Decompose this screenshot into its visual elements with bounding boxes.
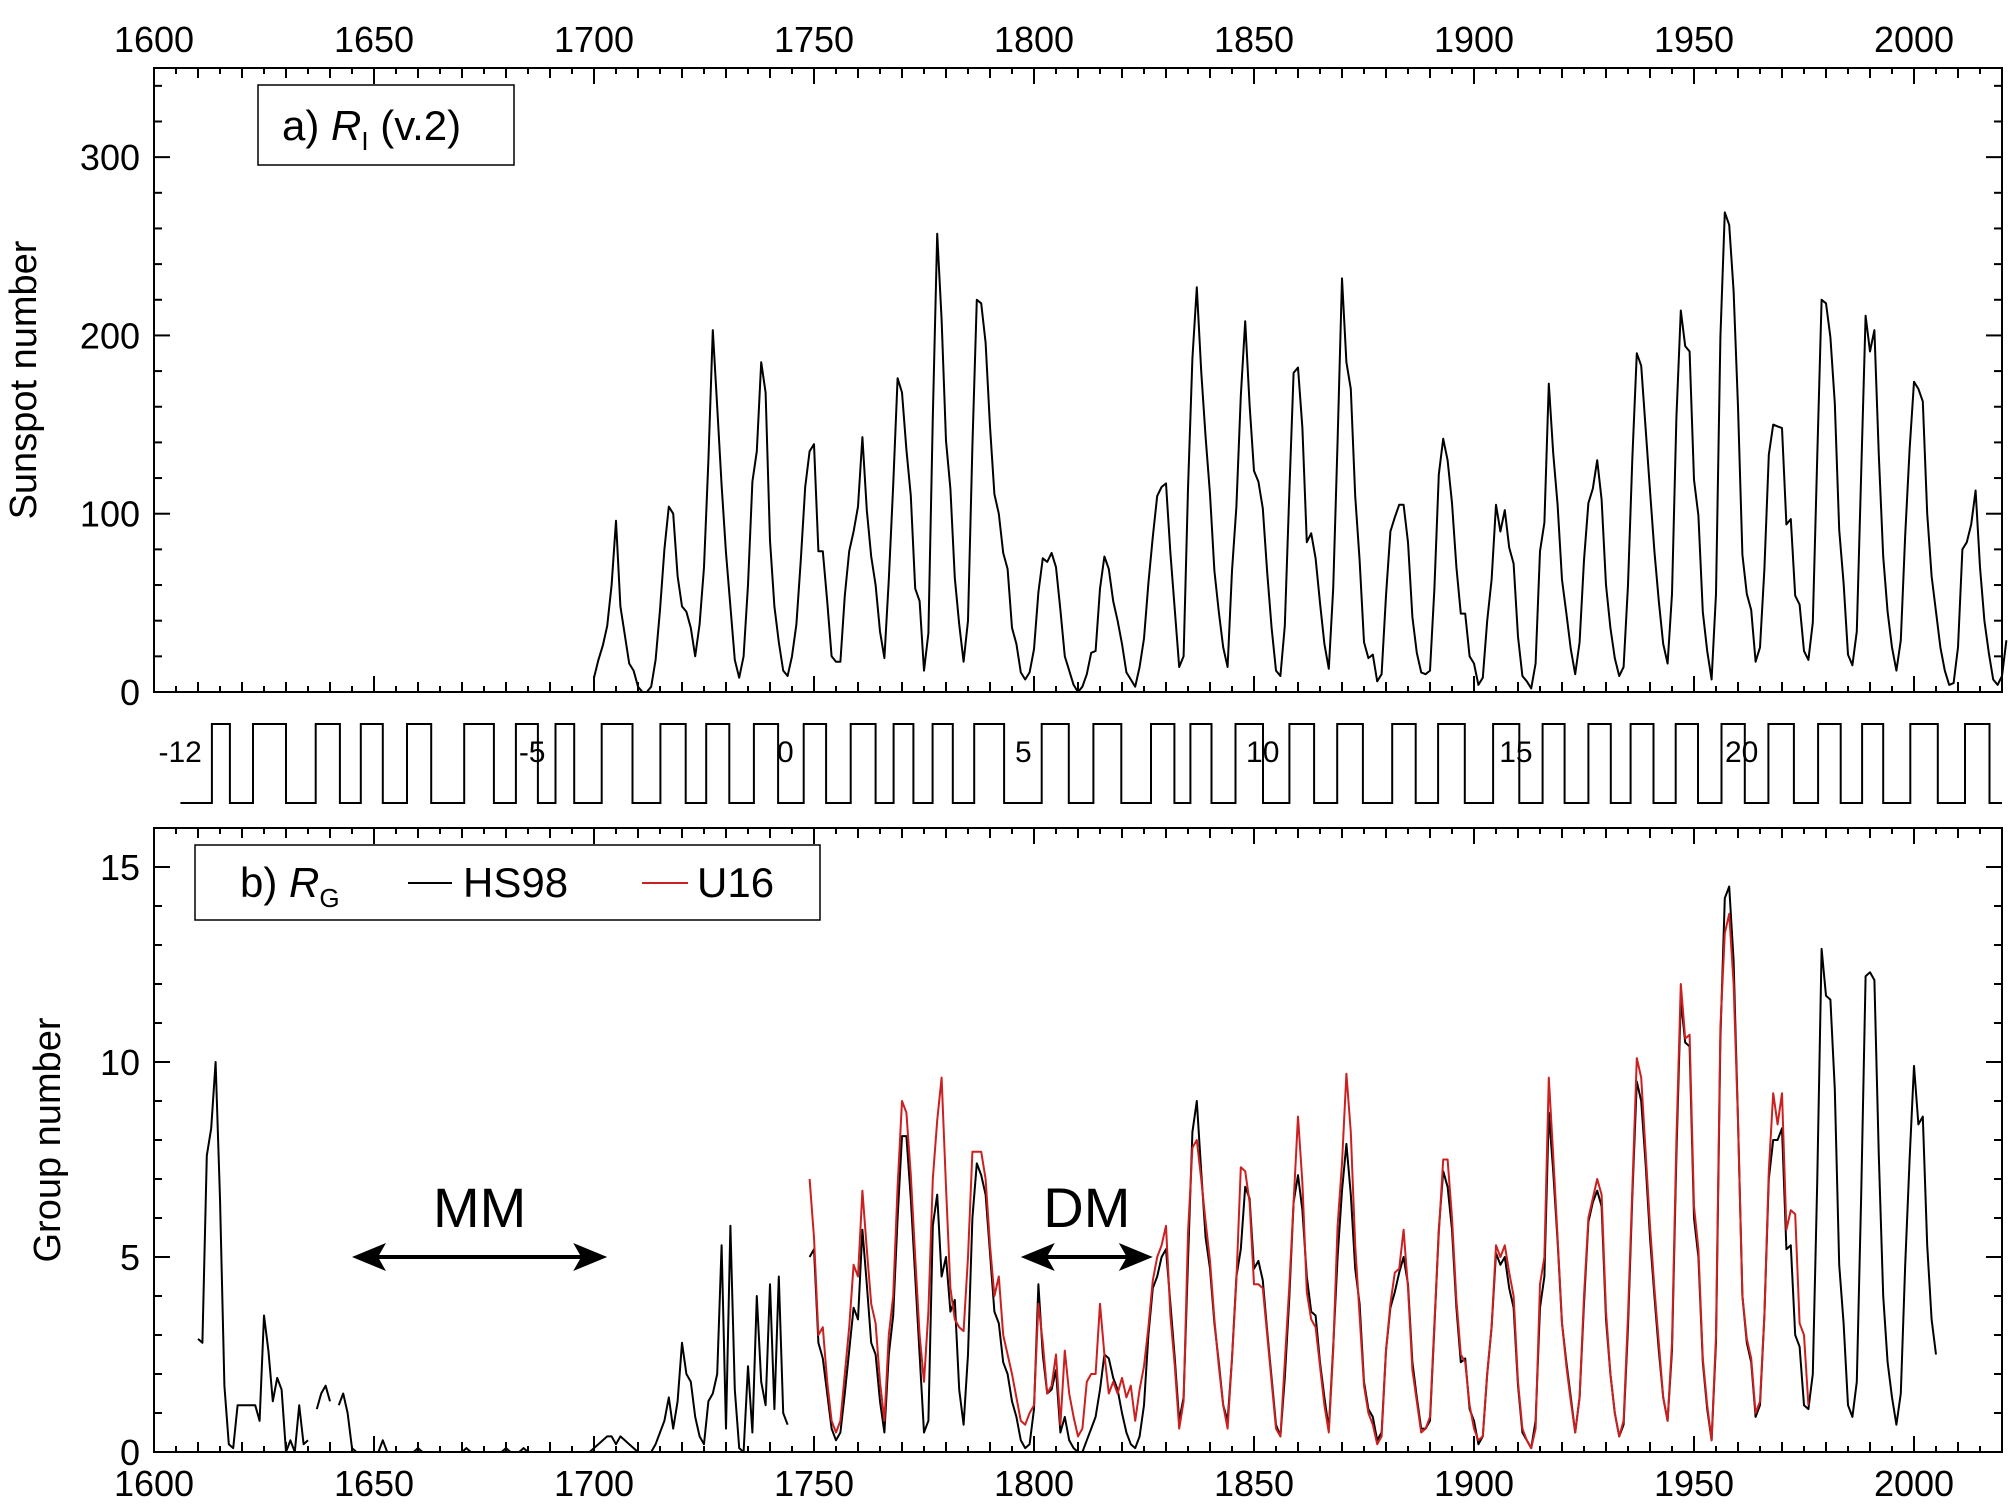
x-tick-label: 1700 bbox=[554, 19, 634, 60]
y-tick-label: 100 bbox=[80, 494, 140, 535]
x-tick-label: 2000 bbox=[1874, 19, 1954, 60]
panel-a-legend-suffix: (v.2) bbox=[369, 102, 462, 149]
panel-b-top-ticks bbox=[153, 828, 2003, 844]
series-line-hs98 bbox=[197, 1061, 309, 1453]
panel-a: 1600 1650 1700 1750 1800 1850 1900 1950 2000 0 10… bbox=[3, 19, 2008, 713]
series-line-hs98 bbox=[337, 1224, 789, 1453]
mm-label: MM bbox=[433, 1176, 526, 1239]
x-tick-label: 1600 bbox=[114, 19, 194, 60]
y-tick-label: 300 bbox=[80, 137, 140, 178]
series-line-hs98 bbox=[315, 1384, 331, 1410]
cycle-number-label: -5 bbox=[519, 736, 546, 769]
x-tick-label: 1800 bbox=[994, 19, 1074, 60]
panel-b-legend-label-u16: U16 bbox=[697, 859, 774, 906]
series-line-hs98 bbox=[808, 885, 1937, 1453]
x-tick-label: 2000 bbox=[1874, 1463, 1954, 1504]
panel-b-legend-symbol: R bbox=[289, 859, 319, 906]
panel-b-annotations: MM DM bbox=[352, 1176, 1153, 1271]
y-tick-label: 15 bbox=[100, 847, 140, 888]
series-line-0 bbox=[593, 211, 2008, 693]
panel-b-series bbox=[197, 885, 1937, 1453]
x-tick-label: 1750 bbox=[774, 1463, 854, 1504]
x-tick-label: 1600 bbox=[114, 1463, 194, 1504]
x-tick-label: 1900 bbox=[1434, 1463, 1514, 1504]
panel-a-series bbox=[593, 211, 2008, 693]
x-tick-label: 1850 bbox=[1214, 1463, 1294, 1504]
panel-b-legend-label-hs98: HS98 bbox=[463, 859, 568, 906]
x-tick-label: 1650 bbox=[334, 1463, 414, 1504]
panel-b: 1600 1650 1700 1750 1800 1850 1900 1950 2000 0 5 1… bbox=[27, 827, 2003, 1504]
x-tick-label: 1700 bbox=[554, 1463, 634, 1504]
x-tick-label: 1850 bbox=[1214, 19, 1294, 60]
panel-a-top-ticks: 1600 1650 1700 1750 1800 1850 1900 1950 2000 bbox=[114, 19, 2003, 84]
panel-b-bottom-ticks: 1600 1650 1700 1750 1800 1850 1900 1950 2000 bbox=[114, 1436, 2003, 1504]
dm-arrow-head-right bbox=[1118, 1243, 1153, 1271]
y-tick-label: 0 bbox=[120, 672, 140, 713]
cycle-strip: -12 -5 0 5 10 15 20 bbox=[159, 723, 2002, 804]
x-tick-label: 1750 bbox=[774, 19, 854, 60]
series-line-u16 bbox=[808, 912, 1810, 1450]
y-tick-label: 10 bbox=[100, 1042, 140, 1083]
cycle-number-label: 10 bbox=[1246, 736, 1279, 769]
panel-b-y-axis: 0 5 10 15 bbox=[100, 827, 2002, 1473]
panel-b-legend-title: b) RG bbox=[240, 859, 340, 913]
x-tick-label: 1950 bbox=[1654, 1463, 1734, 1504]
panel-a-y-axis-title: Sunspot number bbox=[3, 240, 45, 519]
panel-b-legend-prefix: b) bbox=[240, 859, 289, 906]
panel-a-legend-text: a) RI (v.2) bbox=[282, 102, 461, 156]
panel-a-legend-symbol: R bbox=[331, 102, 361, 149]
cycle-number-label: 0 bbox=[777, 736, 794, 769]
mm-arrow-head-right bbox=[573, 1243, 608, 1271]
cycle-number-label: -12 bbox=[159, 736, 202, 769]
panel-b-legend-box bbox=[194, 844, 821, 921]
y-tick-label: 200 bbox=[80, 315, 140, 356]
x-tick-label: 1950 bbox=[1654, 19, 1734, 60]
panel-a-y-axis: 0 100 200 300 bbox=[80, 84, 2002, 713]
cycle-number-label: 20 bbox=[1725, 736, 1758, 769]
cycle-number-label: 15 bbox=[1499, 736, 1532, 769]
dm-arrow-head-left bbox=[1020, 1243, 1055, 1271]
y-tick-label: 0 bbox=[120, 1432, 140, 1473]
panel-a-legend-subscript: I bbox=[361, 126, 368, 156]
x-tick-label: 1800 bbox=[994, 1463, 1074, 1504]
panel-b-y-axis-title: Group number bbox=[27, 1017, 69, 1262]
mm-arrow-head-left bbox=[352, 1243, 386, 1271]
panel-b-legend-subscript: G bbox=[319, 883, 339, 913]
panel-a-legend: a) RI (v.2) bbox=[257, 84, 515, 166]
dm-label: DM bbox=[1043, 1176, 1130, 1239]
cycle-square-wave bbox=[180, 723, 2002, 804]
x-tick-label: 1900 bbox=[1434, 19, 1514, 60]
cycle-number-label: 5 bbox=[1015, 736, 1032, 769]
y-tick-label: 5 bbox=[120, 1237, 140, 1278]
panel-a-legend-prefix: a) bbox=[282, 102, 331, 149]
panel-b-legend: b) RG HS98 U16 bbox=[194, 844, 821, 921]
x-tick-label: 1650 bbox=[334, 19, 414, 60]
panel-a-bottom-ticks bbox=[153, 676, 2003, 692]
panel-a-legend-box bbox=[257, 84, 515, 166]
